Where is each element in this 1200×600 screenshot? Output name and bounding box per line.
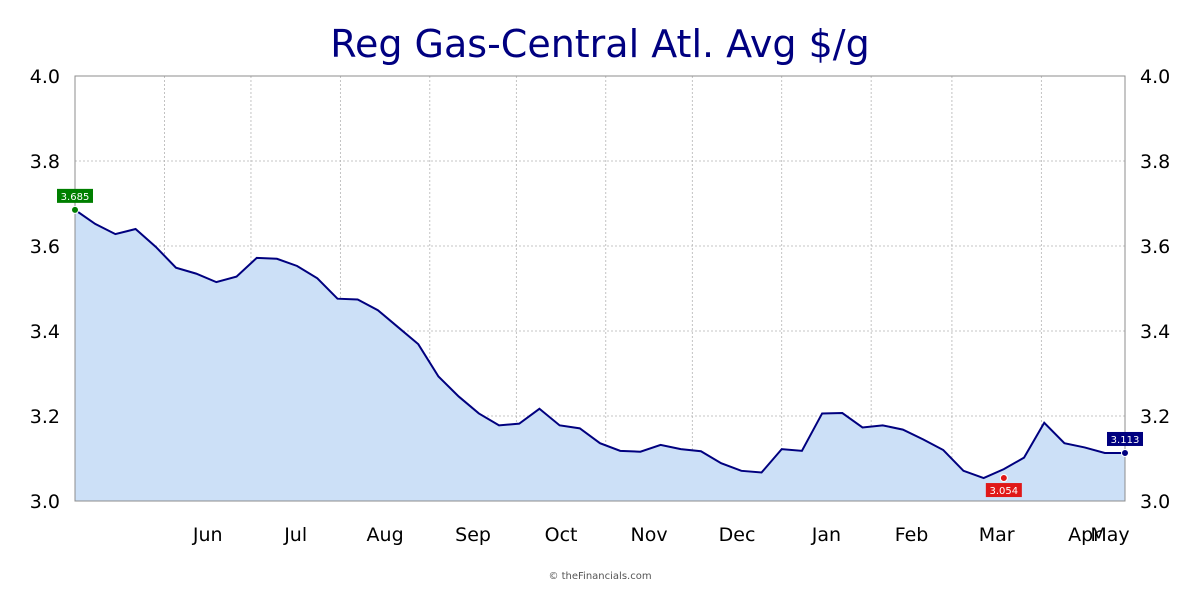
annotation-label-bg: [1107, 431, 1143, 446]
data-point: [760, 471, 764, 475]
data-point: [477, 411, 481, 415]
annotation-label: 3.054: [990, 486, 1019, 497]
y-axis: 3.0 3.0 3.2 3.2 3.4 3.4 3.6 3.6 3.8 3.8 4.0 4.0: [30, 66, 1170, 513]
data-point: [497, 423, 501, 427]
annotation-label-bg: [57, 188, 93, 203]
x-tick-label: Mar: [979, 524, 1015, 546]
data-point: [174, 266, 178, 270]
plot-frame: [74, 75, 1126, 502]
data-point: [315, 276, 319, 280]
data-point: [800, 449, 804, 453]
y-tick-label-left: 3.8: [30, 151, 60, 173]
annotation-marker: [71, 205, 79, 214]
data-point: [517, 422, 521, 426]
annotation-marker: [1121, 448, 1129, 457]
data-point: [921, 437, 925, 441]
annotation-label: 3.685: [61, 192, 90, 203]
data-point: [1062, 441, 1066, 445]
data-point: [901, 428, 905, 432]
data-point: [93, 222, 97, 226]
data-point: [356, 298, 360, 302]
annotation-label: 3.113: [1111, 435, 1140, 446]
data-point: [214, 280, 218, 284]
y-tick-label-right: 3.2: [1140, 406, 1170, 428]
data-point: [295, 264, 299, 268]
y-tick-label-right: 3.4: [1140, 321, 1170, 343]
x-tick-label: Dec: [719, 524, 756, 546]
data-point: [1002, 467, 1006, 471]
x-tick-label: Apr: [1068, 524, 1101, 546]
data-point: [679, 447, 683, 451]
data-point: [558, 423, 562, 427]
data-point: [941, 448, 945, 452]
y-tick-label-left: 3.2: [30, 406, 60, 428]
data-point: [578, 426, 582, 430]
data-point: [638, 450, 642, 454]
data-point: [780, 447, 784, 451]
annotations: 3.685 3.054 3.113: [57, 188, 1143, 498]
data-point: [235, 275, 239, 279]
y-tick-label-right: 3.0: [1140, 491, 1170, 513]
x-tick-label: Jul: [283, 524, 307, 546]
y-tick-label-right: 3.8: [1140, 151, 1170, 173]
data-point: [881, 423, 885, 427]
data-point: [275, 257, 279, 261]
y-tick-label-left: 4.0: [30, 66, 60, 88]
grid: [75, 76, 1125, 501]
data-point: [376, 308, 380, 312]
data-point: [719, 461, 723, 465]
x-tick-label: Nov: [630, 524, 667, 546]
annotation-label-bg: [985, 483, 1022, 498]
data-point: [861, 425, 865, 429]
data-point: [457, 394, 461, 398]
data-point: [396, 325, 400, 329]
series-line: [74, 209, 1125, 480]
x-tick-label: Aug: [367, 524, 404, 546]
data-point: [336, 297, 340, 301]
data-point: [659, 443, 663, 447]
x-tick-label: May: [1090, 524, 1129, 546]
y-tick-label-left: 3.0: [30, 491, 60, 513]
data-point: [982, 476, 986, 480]
y-tick-label-right: 3.6: [1140, 236, 1170, 258]
x-tick-label: Sep: [455, 524, 491, 546]
x-tick-label: Feb: [895, 524, 929, 546]
y-tick-label-right: 4.0: [1140, 66, 1170, 88]
data-point: [961, 469, 965, 473]
data-point: [537, 407, 541, 411]
data-point: [113, 232, 117, 236]
data-point: [1042, 421, 1046, 425]
x-tick-label: Jan: [811, 524, 841, 546]
data-point: [154, 245, 158, 249]
data-point: [699, 449, 703, 453]
y-tick-label-left: 3.6: [30, 236, 60, 258]
data-point: [1103, 451, 1107, 455]
data-point: [820, 411, 824, 415]
data-point: [840, 411, 844, 415]
data-point: [618, 449, 622, 453]
y-tick-label-left: 3.4: [30, 321, 60, 343]
data-point: [134, 227, 138, 231]
x-tick-label: Oct: [545, 524, 578, 546]
x-tick-label: Jun: [192, 524, 223, 546]
data-point: [1083, 445, 1087, 449]
area-fill: [75, 209, 1125, 501]
data-point: [416, 342, 420, 346]
data-point: [194, 272, 198, 276]
data-point: [598, 441, 602, 445]
data-point: [739, 469, 743, 473]
data-point: [255, 256, 259, 260]
chart-title: Reg Gas-Central Atl. Avg $/g: [330, 22, 869, 66]
annotation-marker: [999, 474, 1008, 483]
credit-text: © theFinancials.com: [548, 571, 651, 582]
data-point: [436, 374, 440, 378]
data-point: [1022, 456, 1026, 460]
